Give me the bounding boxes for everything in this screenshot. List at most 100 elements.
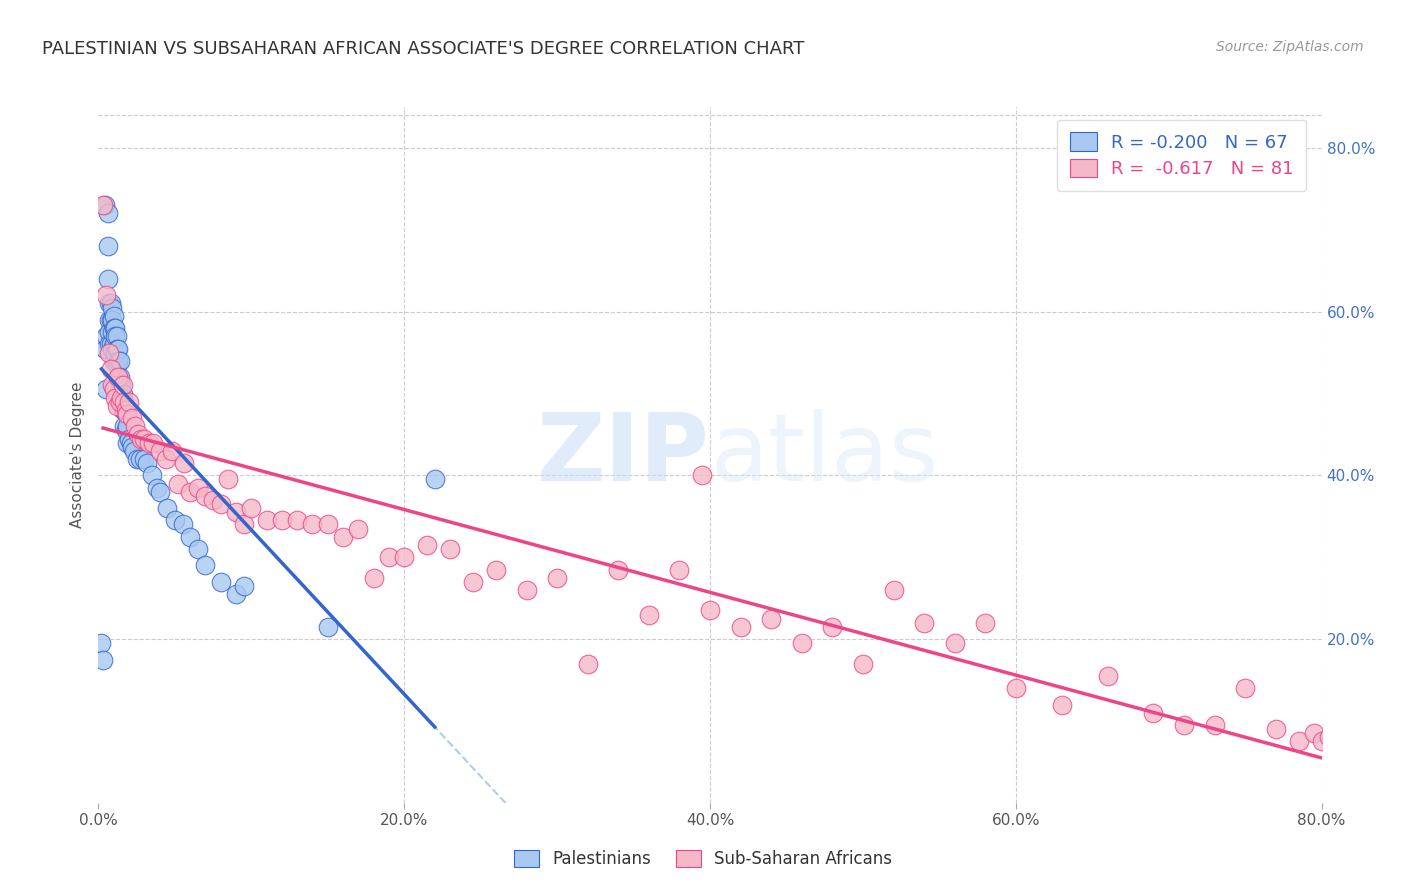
- Text: PALESTINIAN VS SUBSAHARAN AFRICAN ASSOCIATE'S DEGREE CORRELATION CHART: PALESTINIAN VS SUBSAHARAN AFRICAN ASSOCI…: [42, 40, 804, 58]
- Point: [115, 403, 138, 417]
- Point: [516, 582, 538, 597]
- Point: [98, 337, 121, 351]
- Y-axis label: Associate's Degree: Associate's Degree: [69, 382, 84, 528]
- Point: [136, 456, 159, 470]
- Point: [125, 452, 148, 467]
- Point: [112, 394, 135, 409]
- Point: [485, 562, 508, 576]
- Point: [105, 329, 128, 343]
- Point: [103, 337, 125, 351]
- Point: [316, 517, 339, 532]
- Point: [821, 620, 844, 634]
- Point: [108, 394, 131, 409]
- Point: [101, 313, 124, 327]
- Point: [107, 370, 129, 384]
- Point: [149, 484, 172, 499]
- Point: [128, 452, 150, 467]
- Point: [173, 456, 195, 470]
- Point: [110, 391, 132, 405]
- Point: [1234, 681, 1257, 696]
- Point: [1288, 734, 1310, 748]
- Point: [270, 513, 292, 527]
- Point: [97, 206, 120, 220]
- Point: [105, 342, 128, 356]
- Point: [111, 378, 134, 392]
- Point: [103, 383, 125, 397]
- Point: [1326, 731, 1348, 745]
- Point: [101, 378, 124, 392]
- Point: [107, 353, 129, 368]
- Point: [93, 198, 115, 212]
- Point: [110, 391, 132, 405]
- Point: [104, 345, 127, 359]
- Point: [347, 522, 370, 536]
- Point: [167, 476, 190, 491]
- Point: [730, 620, 752, 634]
- Point: [852, 657, 875, 671]
- Point: [94, 383, 117, 397]
- Point: [138, 435, 160, 450]
- Point: [91, 198, 114, 212]
- Point: [668, 562, 690, 576]
- Point: [637, 607, 661, 622]
- Legend: Palestinians, Sub-Saharan Africans: Palestinians, Sub-Saharan Africans: [508, 843, 898, 875]
- Point: [607, 562, 630, 576]
- Point: [107, 342, 129, 356]
- Point: [232, 579, 254, 593]
- Point: [209, 574, 232, 589]
- Point: [118, 432, 141, 446]
- Point: [112, 403, 135, 417]
- Point: [100, 296, 122, 310]
- Point: [363, 571, 385, 585]
- Point: [103, 309, 125, 323]
- Point: [1310, 734, 1333, 748]
- Point: [98, 296, 121, 310]
- Point: [100, 337, 122, 351]
- Point: [105, 399, 128, 413]
- Point: [163, 513, 186, 527]
- Point: [100, 313, 122, 327]
- Text: ZIP: ZIP: [537, 409, 710, 501]
- Point: [120, 435, 142, 450]
- Point: [285, 513, 308, 527]
- Point: [111, 403, 134, 417]
- Point: [209, 497, 232, 511]
- Point: [1264, 722, 1286, 736]
- Point: [332, 530, 354, 544]
- Point: [107, 370, 129, 384]
- Point: [416, 538, 439, 552]
- Point: [98, 345, 121, 359]
- Point: [546, 571, 568, 585]
- Point: [1097, 669, 1119, 683]
- Point: [576, 657, 599, 671]
- Point: [100, 362, 122, 376]
- Point: [160, 443, 183, 458]
- Point: [225, 505, 247, 519]
- Point: [256, 513, 278, 527]
- Point: [110, 378, 132, 392]
- Point: [156, 501, 179, 516]
- Point: [97, 239, 120, 253]
- Point: [101, 301, 124, 315]
- Point: [194, 558, 217, 573]
- Point: [122, 443, 145, 458]
- Point: [187, 481, 209, 495]
- Point: [692, 468, 714, 483]
- Point: [240, 501, 263, 516]
- Point: [225, 587, 247, 601]
- Point: [217, 473, 239, 487]
- Legend: R = -0.200   N = 67, R =  -0.617   N = 81: R = -0.200 N = 67, R = -0.617 N = 81: [1057, 120, 1306, 191]
- Point: [108, 370, 131, 384]
- Point: [392, 550, 416, 565]
- Point: [101, 325, 124, 339]
- Point: [202, 492, 225, 507]
- Point: [117, 407, 139, 421]
- Point: [90, 636, 112, 650]
- Point: [103, 321, 125, 335]
- Point: [179, 484, 201, 499]
- Point: [98, 313, 121, 327]
- Point: [94, 329, 117, 343]
- Point: [104, 321, 127, 335]
- Point: [111, 386, 134, 401]
- Point: [172, 517, 194, 532]
